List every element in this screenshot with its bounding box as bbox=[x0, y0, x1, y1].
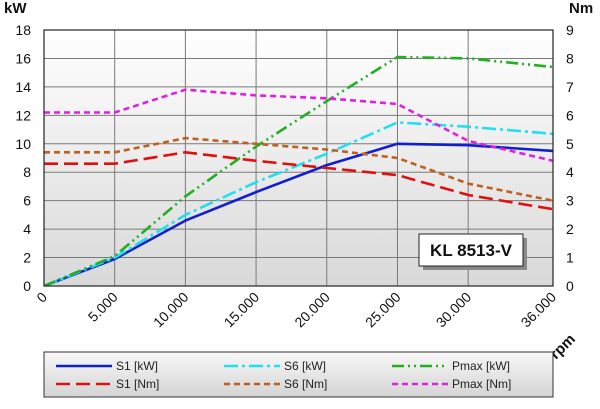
y-left-tick-label: 18 bbox=[15, 22, 31, 38]
plot-frame bbox=[43, 29, 554, 287]
legend-label: S1 [kW] bbox=[116, 359, 158, 373]
x-tick-label: 30.000 bbox=[433, 289, 475, 331]
y-left-tick-label: 14 bbox=[15, 79, 31, 95]
x-tick-label: 15.000 bbox=[221, 289, 263, 331]
series-line-s6-nm bbox=[44, 136, 553, 202]
y-right-tick-label: 7 bbox=[566, 79, 574, 95]
y-right-tick-label: 0 bbox=[566, 278, 574, 294]
y-left-tick-label: 4 bbox=[23, 221, 31, 237]
y-left-tick-label: 10 bbox=[15, 136, 31, 152]
x-tick-label: 5.000 bbox=[85, 289, 121, 325]
x-tick-label: 10.000 bbox=[150, 289, 192, 331]
y-right-tick-label: 6 bbox=[566, 107, 574, 123]
y-left-tick-label: 0 bbox=[23, 278, 31, 294]
y-left-tick-label: 12 bbox=[15, 107, 31, 123]
x-tick-label: 20.000 bbox=[291, 289, 333, 331]
x-tick-label: 0 bbox=[33, 289, 50, 306]
y-right-tick-label: 4 bbox=[566, 164, 574, 180]
legend-label: Pmax [Nm] bbox=[452, 377, 511, 391]
y-left-unit-label: kW bbox=[4, 0, 27, 17]
y-left-tick-label: 16 bbox=[15, 50, 31, 66]
y-left-tick-label: 8 bbox=[23, 164, 31, 180]
y-right-tick-label: 9 bbox=[566, 22, 574, 38]
model-label-box: KL 8513-V bbox=[418, 233, 527, 270]
legend-label: Pmax [kW] bbox=[452, 359, 510, 373]
y-right-tick-label: 3 bbox=[566, 193, 574, 209]
series-line-pmax-nm bbox=[44, 88, 553, 163]
y-right-unit-label: Nm bbox=[569, 0, 593, 17]
legend-label: S6 [Nm] bbox=[284, 377, 327, 391]
x-tick-label: 25.000 bbox=[362, 289, 404, 331]
y-left-tick-label: 2 bbox=[23, 250, 31, 266]
legend: S1 [kW] S6 [kW] Pmax [kW] S1 [Nm] S6 [Nm] Pma… bbox=[43, 351, 554, 398]
x-tick-label: 36.000 bbox=[518, 289, 560, 331]
y-right-tick-label: 2 bbox=[566, 221, 574, 237]
y-right-tick-label: 1 bbox=[566, 250, 574, 266]
series-line-s1-kw bbox=[44, 142, 553, 286]
y-left-tick-label: 6 bbox=[23, 193, 31, 209]
y-right-tick-label: 5 bbox=[566, 136, 574, 152]
series-line-pmax-kw bbox=[44, 55, 553, 286]
legend-label: S1 [Nm] bbox=[116, 377, 159, 391]
model-label: KL 8513-V bbox=[430, 241, 513, 260]
series-line-s1-nm bbox=[44, 151, 553, 211]
legend-label: S6 [kW] bbox=[284, 359, 326, 373]
y-right-tick-label: 8 bbox=[566, 50, 574, 66]
series-lines bbox=[44, 55, 553, 286]
gridlines bbox=[44, 30, 553, 286]
